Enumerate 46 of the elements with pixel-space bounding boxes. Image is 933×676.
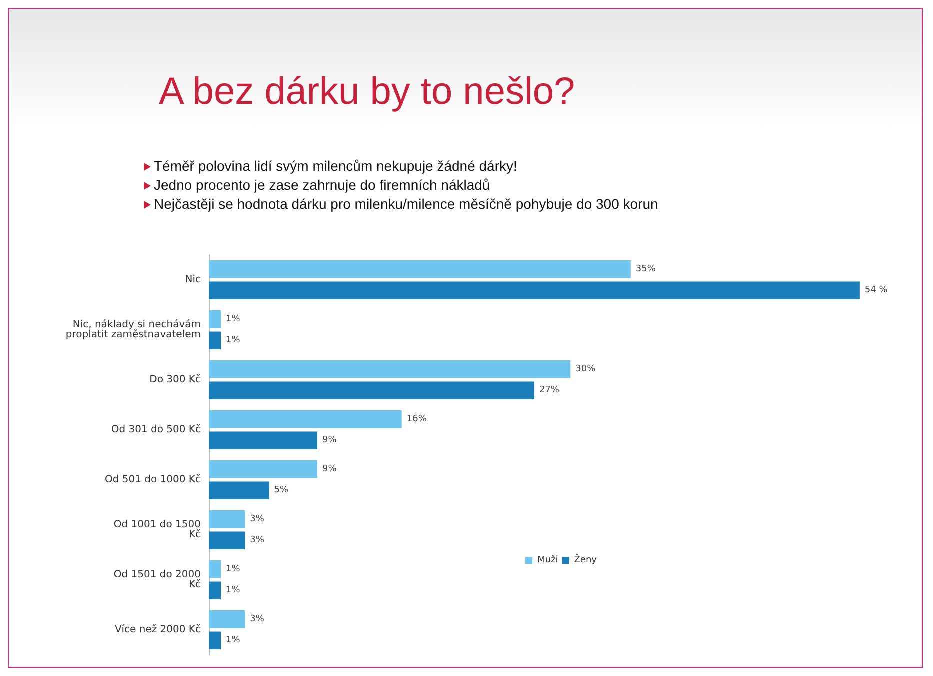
data-label: 30% [576,364,596,374]
y-tick-label: Od 301 do 500 Kč [111,424,201,436]
data-label: 3% [250,514,265,524]
data-label: 1% [226,564,241,574]
bar [209,432,318,450]
text: Jedno procento je zase zahrnuje do firemních nákladů [154,176,490,195]
data-label: 9% [322,436,338,446]
data-label: 9% [322,464,338,474]
chart-title: A bez dárku by to nešlo? [159,71,576,114]
bar [209,382,534,400]
y-tick-label: Od 1001 do 1500 Kč [114,520,201,540]
data-label: 3% [250,614,265,624]
bar [209,282,860,300]
data-label: 27% [539,386,560,396]
y-tick-label: Od 501 do 1000 Kč [105,474,201,486]
y-tick-label: Od 1501 do 2000 Kč [114,570,201,590]
bar [209,332,222,350]
text: Téměř polovina lidí svým milencům nekupuje žádné dárky! [154,157,518,176]
bar [209,632,222,650]
data-label: 5% [274,486,289,496]
data-label: 35% [636,264,656,274]
data-label: 54 % [864,286,888,296]
y-tick-label: Do 300 Kč [150,374,201,386]
y-tick-label: Nic [185,274,201,286]
bar [209,510,246,528]
y-tick-label: Nic, náklady si nechávám proplatit zaměstnavatelem [66,320,201,340]
data-label: 1% [226,586,241,596]
bar [209,582,222,600]
legend-label: Ženy [574,554,598,566]
bar [209,532,246,550]
bar [209,610,246,628]
bar [209,460,318,478]
bar [209,360,571,378]
data-label: 3% [250,536,265,546]
bar [209,410,402,428]
data-label: 1% [226,636,241,646]
y-tick-label: Více než 2000 Kč [114,624,201,636]
legend-label: Muži [538,554,558,566]
bar [209,560,222,578]
bar [209,310,222,328]
bar [209,260,631,278]
data-label: 16% [406,414,428,424]
text: Nejčastěji se hodnota dárku pro milenku/milence měsíčně pohybuje do 300 korun [154,195,658,214]
bar [209,482,270,500]
data-label: 1% [226,314,241,324]
data-label: 1% [226,336,241,346]
